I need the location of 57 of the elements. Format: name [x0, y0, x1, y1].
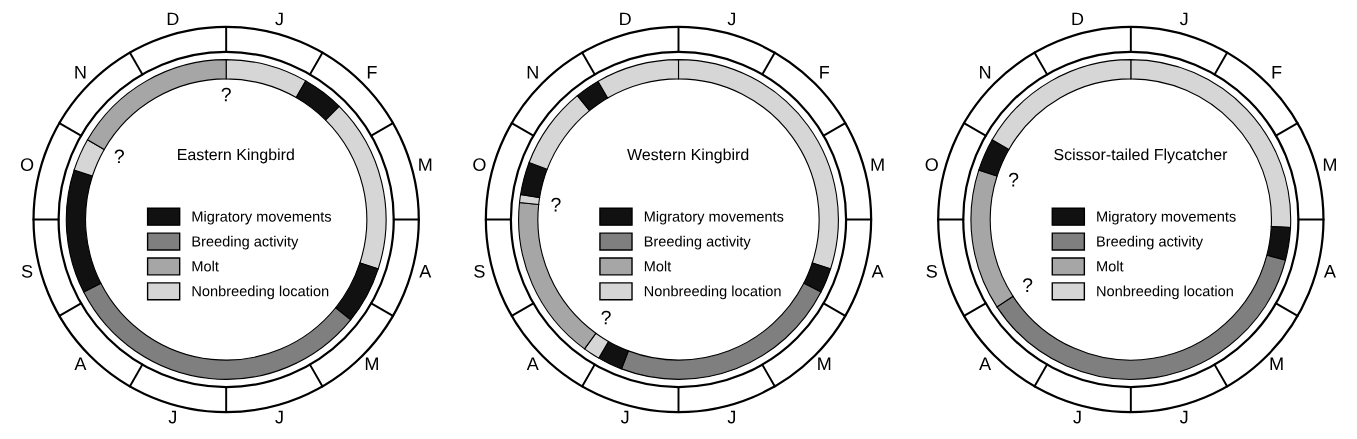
legend-label: Nonbreeding location	[644, 285, 781, 300]
text: M	[1323, 158, 1336, 171]
text: ?	[1022, 278, 1033, 292]
text: Eastern Kingbird	[178, 148, 294, 164]
legend-label: Nonbreeding location	[192, 285, 329, 300]
text: J	[727, 410, 736, 424]
text: A	[979, 357, 992, 370]
legend-label: Molt	[192, 260, 219, 272]
text: Scissor-tailed Flycatcher	[1054, 148, 1228, 164]
text: A	[871, 265, 884, 278]
legend-label: Breeding activity	[192, 235, 299, 250]
legend-label: Molt	[644, 260, 672, 272]
text: N	[75, 66, 86, 79]
text: S	[926, 264, 937, 278]
text: Western Kingbird	[627, 148, 749, 164]
text: A	[74, 357, 87, 370]
text: J	[620, 410, 629, 424]
text: D	[167, 12, 179, 26]
legend-label: Migratory movements	[644, 211, 784, 225]
legend-label: Breeding activity	[1097, 235, 1203, 250]
text: N	[980, 66, 991, 79]
text: F	[1272, 66, 1282, 79]
text: M	[871, 158, 884, 171]
text: ?	[221, 87, 231, 102]
text: ?	[114, 149, 124, 164]
text: N	[527, 66, 538, 79]
text: S	[474, 264, 485, 278]
text: J	[275, 12, 283, 26]
text: A	[526, 357, 539, 370]
text: M	[365, 357, 378, 370]
legend-label: Migratory movements	[1097, 211, 1236, 225]
text: D	[620, 12, 631, 26]
text: O	[473, 158, 486, 171]
text: M	[818, 357, 831, 370]
legend-label: Breeding activity	[644, 235, 751, 250]
text: J	[1179, 410, 1188, 424]
legend-label: Migratory movements	[192, 211, 332, 225]
text: J	[168, 410, 176, 424]
legend-label: Molt	[1097, 260, 1124, 272]
text: J	[275, 410, 283, 424]
text: F	[367, 66, 377, 79]
text: ?	[601, 310, 611, 325]
text: M	[419, 158, 432, 171]
text: O	[925, 158, 938, 171]
text: F	[820, 66, 830, 79]
text: J	[727, 12, 736, 26]
text: A	[1323, 265, 1336, 278]
text: J	[1179, 12, 1188, 26]
text: S	[21, 264, 33, 278]
text: J	[1073, 410, 1081, 424]
text: A	[419, 265, 432, 278]
text: D	[1072, 12, 1084, 26]
legend-label: Nonbreeding location	[1097, 285, 1233, 300]
text: ?	[1008, 172, 1019, 187]
text: ?	[551, 197, 561, 212]
text: M	[1270, 357, 1283, 370]
text: O	[20, 158, 34, 171]
